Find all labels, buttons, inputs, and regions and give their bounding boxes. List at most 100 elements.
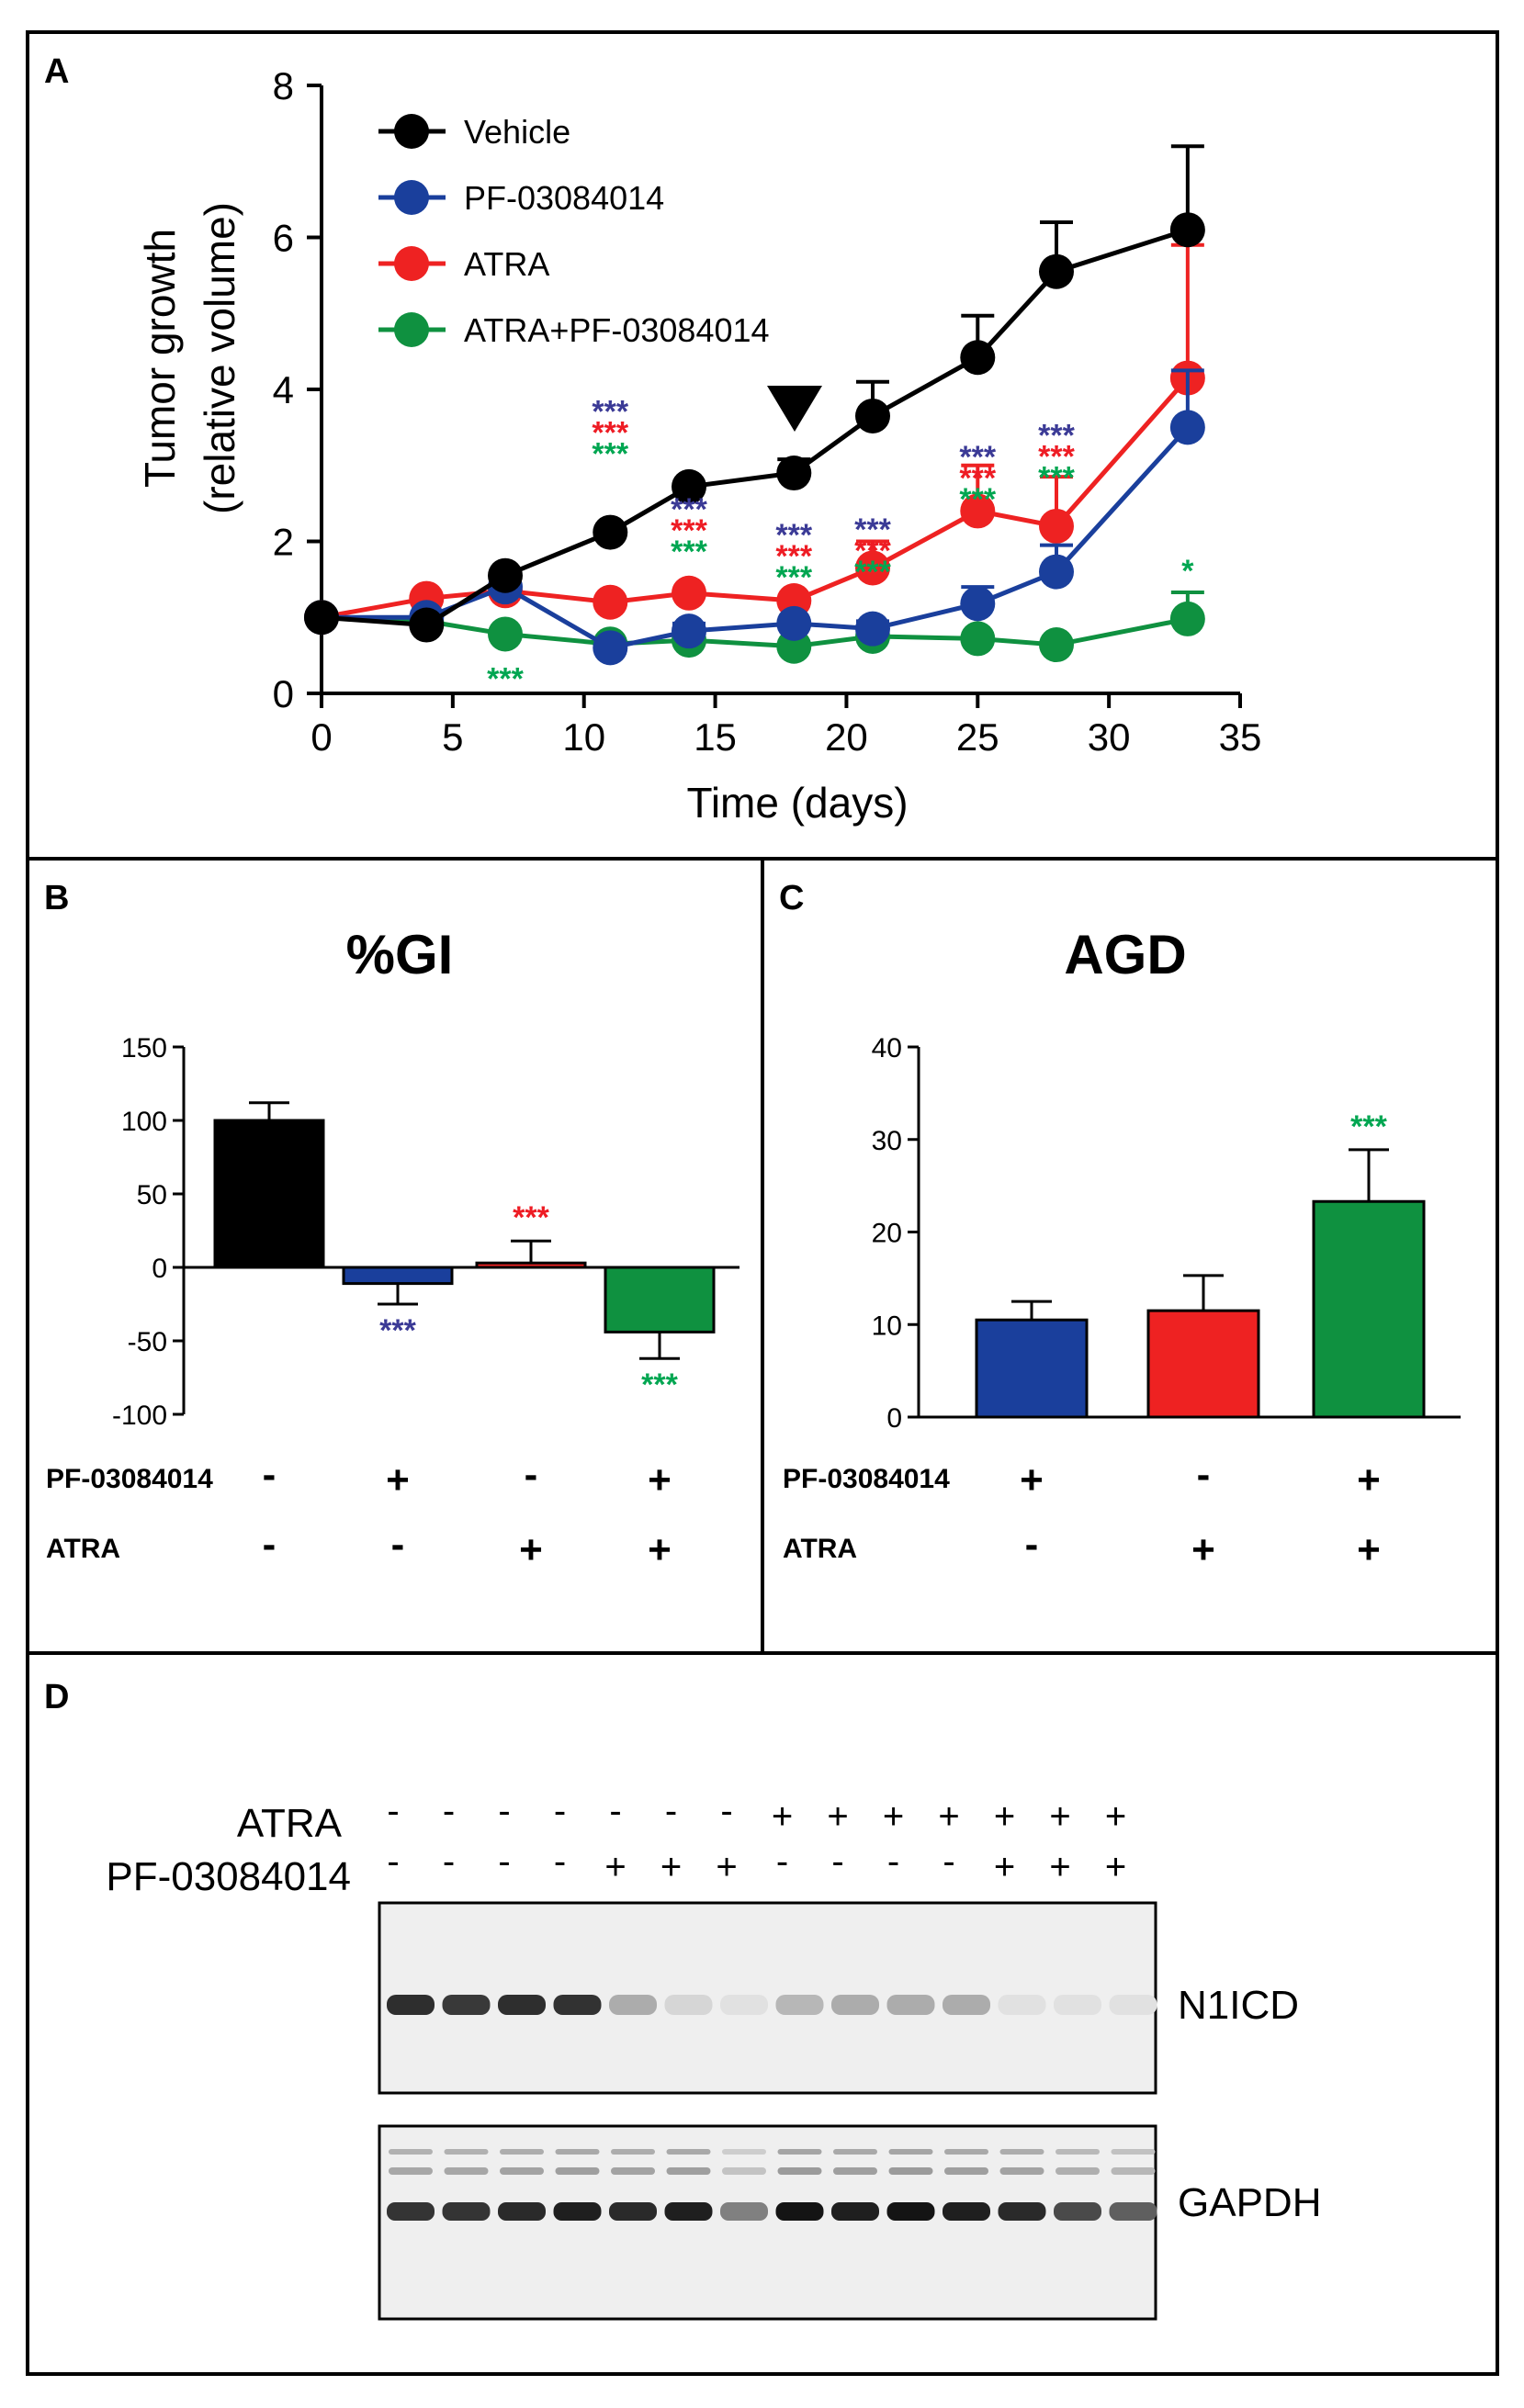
a-series-vehicle [304,144,1205,643]
ytick-label: 0 [886,1403,902,1434]
a-data-point [776,456,812,491]
a-data-point [1169,601,1205,636]
legend-label: PF-03084014 [464,179,664,217]
blot-sign-pf: + [660,1847,682,1887]
gapdh-faint-band [1056,2167,1100,2175]
legend-label: ATRA [464,245,549,283]
n1icd-band [553,1995,602,2015]
treatment-sign: - [263,1452,277,1497]
gapdh-band [943,2202,990,2221]
gapdh-faint-band [555,2167,600,2175]
tumor-growth-chart: 0 5 10 15 20 25 30 35 0 2 4 6 8 Time (days) Tumor g… [136,64,1261,827]
a-series-line [321,614,1189,649]
bar-significance-star: *** [641,1367,678,1402]
significance-star: *** [854,534,891,568]
bar-group: *** [604,1266,716,1402]
a-data-point [672,613,706,649]
bar-group: *** [342,1266,454,1348]
gapdh-faint-band [944,2167,988,2175]
significance-star: *** [671,513,707,548]
gapdh-membrane [378,2124,1157,2321]
ytick-label: 100 [121,1107,167,1137]
significance-star: *** [775,518,812,553]
gapdh-faint-band [500,2167,544,2175]
a-xtick-label: 20 [825,715,868,759]
gapdh-faint-band [888,2149,933,2155]
a-data-point [304,600,339,636]
a-data-point [593,584,628,620]
a-xtick-label: 35 [1219,715,1262,759]
gapdh-band [1109,2202,1157,2221]
significance-star: *** [671,492,707,527]
a-data-point [672,468,706,504]
significance-star: *** [959,482,996,517]
gapdh-band [609,2202,657,2221]
a-series-line [321,376,1190,620]
legend-marker [394,180,429,215]
a-xlabel: Time (days) [686,779,908,827]
significance-star: *** [1038,419,1075,454]
gapdh-faint-band [833,2167,877,2175]
a-data-point [488,557,523,593]
a-xtick-label: 30 [1088,715,1131,759]
treatment-sign: + [648,1527,672,1572]
frame-a [26,30,1499,861]
significance-star: *** [671,534,707,569]
blot-sign-atra: + [1049,1796,1070,1837]
a-treatment-arrow [767,386,822,432]
gapdh-band [720,2202,768,2221]
blot-sign-pf: + [604,1847,626,1887]
blot-sign-atra: + [883,1796,904,1837]
treatment-sign: - [263,1522,277,1567]
blot-sign-pf: - [443,1841,455,1882]
bar [604,1266,716,1333]
a-series-line [321,227,1189,628]
blot-sign-atra: - [609,1791,621,1831]
n1icd-band [387,1995,435,2015]
treatment-sign: + [1191,1527,1215,1572]
gapdh-band [553,2202,602,2221]
gapdh-faint-band [888,2167,933,2175]
a-data-point [593,514,628,550]
gapdh-faint-band [444,2149,489,2155]
gapdh-faint-band [389,2167,433,2175]
significance-star: *** [592,437,628,472]
a-ytick-label: 6 [273,217,294,260]
bar [975,1318,1089,1419]
a-data-point [1039,253,1074,289]
gapdh-faint-band [389,2149,433,2155]
a-data-point [855,611,890,647]
a-xtick-label: 5 [442,715,463,759]
n1icd-band [831,1995,879,2015]
gapdh-band [831,2202,879,2221]
treatment-sign: + [386,1457,410,1502]
treatment-sign: - [1197,1452,1211,1497]
blot-sign-pf: + [1049,1847,1070,1887]
panel-frames [26,30,1499,2376]
ytick-label: 20 [872,1219,902,1249]
a-ytick-label: 0 [273,672,294,715]
n1icd-band [775,1995,824,2015]
ytick-label: 0 [152,1254,167,1284]
significance-star: *** [1038,461,1075,496]
a-data-point [1039,508,1074,544]
treatment-row-label: ATRA [46,1534,120,1564]
blot-sign-pf: - [498,1841,510,1882]
a-data-point [960,621,996,657]
gapdh-faint-band [1056,2149,1100,2155]
b-title: %GI [346,924,454,985]
gapdh-faint-band [666,2167,711,2175]
blot-row-label-atra: ATRA [237,1801,343,1846]
bar-significance-star: *** [513,1200,549,1235]
gapdh-faint-band [666,2149,711,2155]
a-data-point [960,493,996,529]
treatment-row-label: PF-03084014 [783,1464,950,1494]
blot-sign-pf: - [776,1841,788,1882]
significance-star: *** [592,395,628,430]
gapdh-band [886,2202,935,2221]
gapdh-band [442,2202,491,2221]
bar [1312,1199,1426,1419]
a-data-point [960,340,996,376]
ytick-label: -100 [112,1401,167,1431]
significance-star: *** [487,661,524,696]
